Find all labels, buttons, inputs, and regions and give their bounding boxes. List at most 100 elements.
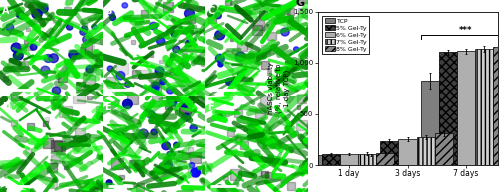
Polygon shape [165, 62, 170, 67]
Polygon shape [235, 76, 246, 86]
Polygon shape [46, 118, 50, 121]
Circle shape [49, 54, 58, 63]
Polygon shape [150, 120, 153, 123]
Polygon shape [94, 59, 101, 65]
Polygon shape [240, 141, 248, 149]
Polygon shape [278, 4, 290, 15]
Bar [420, 81, 438, 165]
Circle shape [39, 4, 48, 13]
Polygon shape [163, 2, 173, 12]
Polygon shape [60, 106, 72, 117]
Polygon shape [208, 15, 216, 23]
Polygon shape [224, 176, 228, 180]
Circle shape [294, 47, 299, 52]
Polygon shape [196, 55, 200, 59]
Circle shape [150, 22, 158, 30]
Polygon shape [305, 162, 317, 174]
Polygon shape [180, 103, 191, 113]
Bar [438, 52, 457, 165]
Polygon shape [260, 170, 268, 177]
Text: D: D [2, 102, 10, 112]
Circle shape [173, 46, 180, 53]
Circle shape [52, 87, 60, 95]
Bar [362, 155, 380, 165]
Polygon shape [64, 166, 68, 169]
Bar [340, 154, 358, 165]
Polygon shape [42, 121, 48, 126]
Polygon shape [51, 141, 62, 151]
Polygon shape [234, 109, 241, 117]
Polygon shape [287, 8, 294, 15]
Polygon shape [307, 123, 316, 132]
Polygon shape [28, 46, 32, 50]
Text: F: F [207, 102, 214, 112]
Circle shape [147, 111, 155, 118]
Circle shape [186, 40, 193, 46]
Circle shape [226, 78, 233, 85]
Polygon shape [188, 147, 193, 152]
Circle shape [181, 101, 188, 108]
Polygon shape [188, 16, 196, 23]
Circle shape [92, 25, 97, 30]
Polygon shape [100, 39, 104, 44]
Polygon shape [297, 94, 306, 103]
Polygon shape [296, 0, 308, 3]
Polygon shape [130, 160, 138, 168]
Circle shape [66, 24, 73, 30]
Polygon shape [47, 39, 53, 45]
Circle shape [189, 163, 194, 168]
Circle shape [151, 129, 158, 135]
Circle shape [218, 62, 223, 67]
Bar [358, 154, 376, 165]
Polygon shape [87, 94, 92, 99]
Polygon shape [261, 45, 270, 54]
Circle shape [162, 142, 170, 150]
Bar [475, 49, 493, 165]
Polygon shape [26, 28, 30, 31]
Text: E: E [104, 102, 111, 112]
Bar [493, 47, 500, 165]
Circle shape [152, 83, 160, 89]
Polygon shape [150, 82, 162, 92]
Polygon shape [143, 160, 148, 164]
Polygon shape [226, 0, 232, 5]
Polygon shape [196, 166, 203, 173]
Text: B: B [104, 6, 112, 16]
Polygon shape [159, 60, 163, 63]
Polygon shape [149, 72, 160, 82]
Circle shape [190, 125, 197, 131]
Text: ***: *** [459, 26, 472, 35]
Polygon shape [83, 75, 95, 86]
Circle shape [108, 11, 114, 16]
Polygon shape [179, 102, 192, 113]
Polygon shape [182, 152, 189, 159]
Polygon shape [227, 129, 234, 136]
Polygon shape [81, 44, 92, 54]
Polygon shape [28, 123, 34, 130]
Polygon shape [296, 120, 306, 130]
Polygon shape [296, 105, 300, 108]
Polygon shape [190, 96, 197, 102]
Polygon shape [254, 20, 264, 30]
Circle shape [14, 51, 23, 60]
Polygon shape [82, 23, 87, 27]
Circle shape [165, 161, 172, 168]
Polygon shape [136, 183, 144, 191]
Circle shape [182, 113, 190, 121]
Circle shape [30, 44, 37, 50]
Polygon shape [170, 26, 174, 30]
Polygon shape [131, 40, 135, 44]
Polygon shape [188, 168, 198, 177]
Circle shape [69, 50, 78, 59]
Circle shape [152, 85, 159, 93]
Polygon shape [76, 82, 85, 90]
Polygon shape [116, 63, 128, 74]
Polygon shape [54, 141, 65, 151]
Polygon shape [34, 16, 40, 21]
Polygon shape [24, 40, 28, 44]
Circle shape [238, 72, 244, 78]
Polygon shape [136, 129, 139, 132]
Circle shape [82, 36, 91, 44]
Polygon shape [254, 169, 262, 176]
Circle shape [122, 3, 128, 8]
